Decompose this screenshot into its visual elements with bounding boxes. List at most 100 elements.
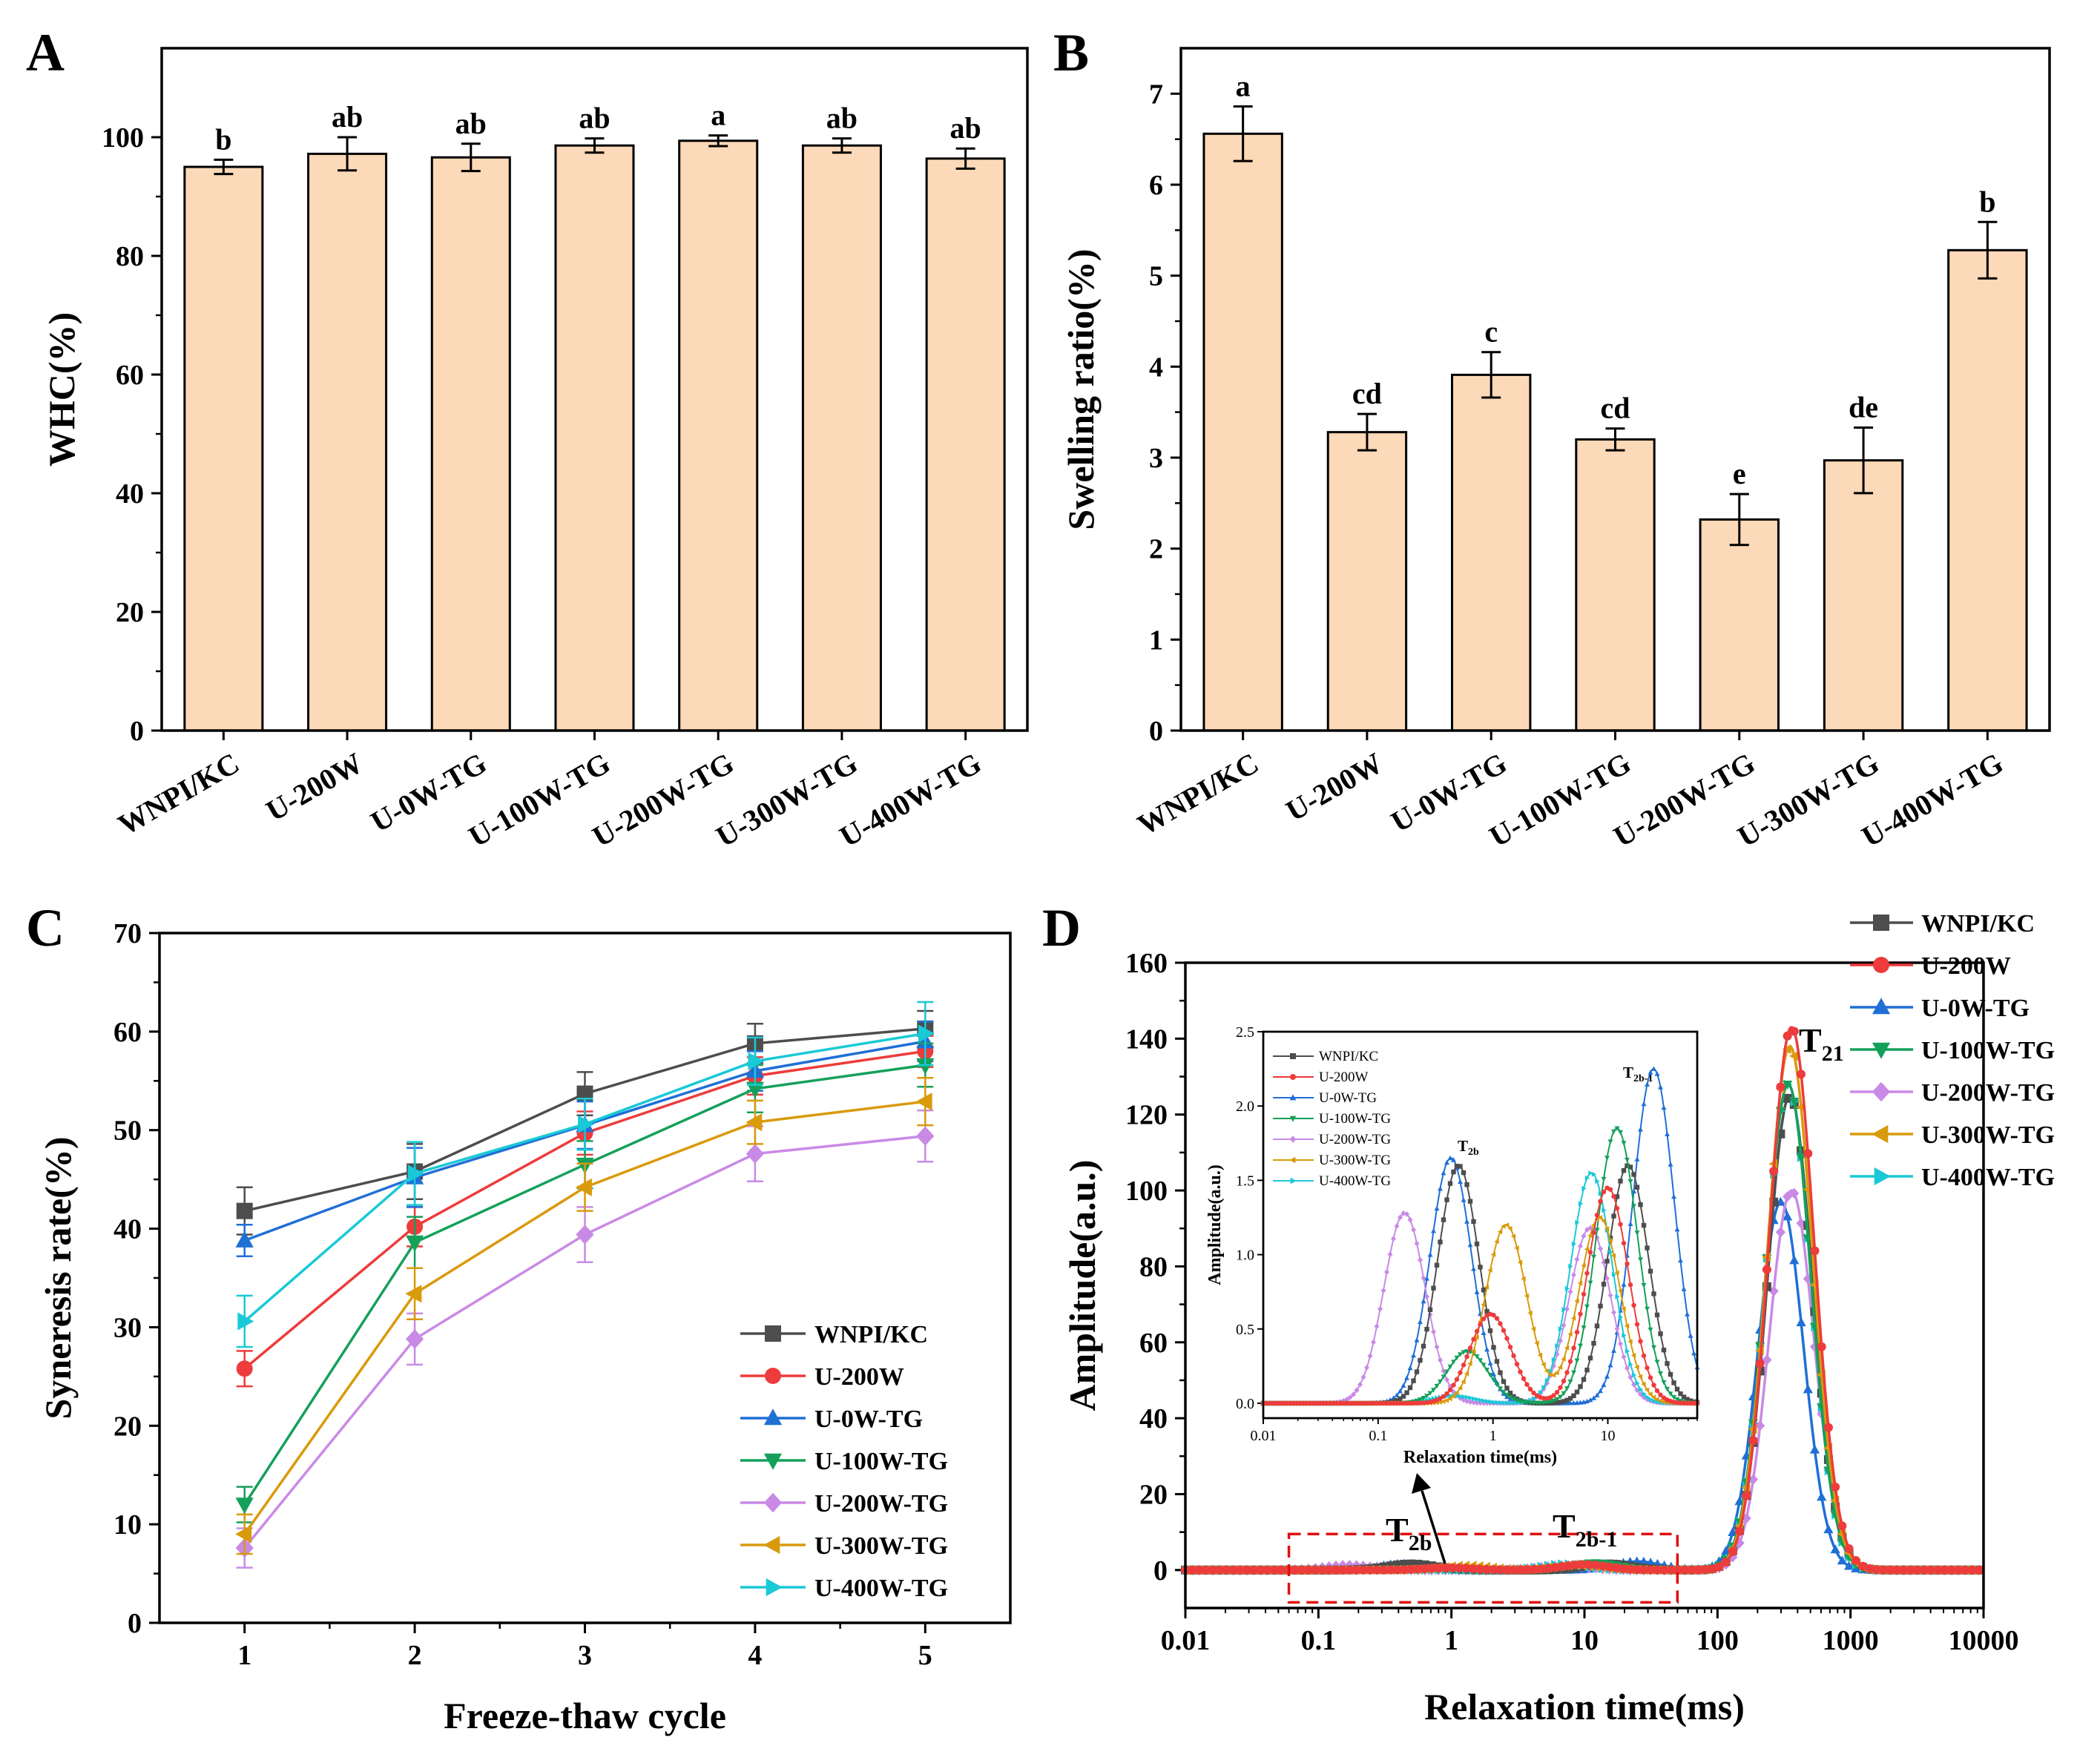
inset-data-point	[1627, 1179, 1633, 1184]
data-point	[1809, 1444, 1820, 1454]
inset-data-point	[1581, 1291, 1587, 1297]
inset-data-point	[1481, 1398, 1487, 1404]
inset-data-point	[1491, 1400, 1497, 1405]
inset-data-point	[1467, 1399, 1473, 1406]
category-label-1: U-200W	[260, 746, 369, 828]
inset-data-point	[1575, 1219, 1580, 1225]
inset-data-point	[1648, 1375, 1653, 1380]
y-tick-label-7: 70	[113, 918, 142, 949]
inset-data-point	[1598, 1190, 1604, 1196]
inset-data-point	[1544, 1368, 1550, 1374]
data-point	[1837, 1555, 1847, 1565]
inset-data-point	[1484, 1346, 1490, 1352]
inset-y-tick-label-2: 1.0	[1236, 1248, 1254, 1264]
legend-marker-6	[766, 1578, 783, 1597]
data-point-0	[235, 1230, 254, 1248]
inset-data-point	[1681, 1394, 1687, 1400]
inset-data-point	[1674, 1386, 1680, 1392]
inset-data-point	[1427, 1252, 1433, 1257]
data-point	[1782, 1044, 1791, 1055]
data-point	[1523, 1565, 1533, 1575]
inset-data-point	[1424, 1276, 1429, 1281]
inset-legend-marker-5	[1289, 1156, 1296, 1164]
inset-data-point	[1451, 1157, 1456, 1162]
data-point	[1783, 1031, 1792, 1041]
inset-data-point	[1501, 1390, 1507, 1395]
inset-data-point	[1587, 1250, 1593, 1255]
inset-data-point	[1464, 1354, 1469, 1360]
legend-label-5: U-300W-TG	[1921, 1121, 2055, 1149]
y-tick-label-7: 140	[1125, 1024, 1168, 1055]
annotation-t2b-1: T2b-1	[1553, 1507, 1617, 1552]
inset-data-point	[1561, 1307, 1567, 1313]
legend-marker-1	[1873, 957, 1889, 973]
data-point	[1188, 1565, 1197, 1575]
inset-data-point	[1287, 1400, 1293, 1406]
inset-data-point	[1491, 1312, 1496, 1318]
y-tick-label-1: 1	[1149, 625, 1163, 656]
category-label-0: WNPI/KC	[1132, 746, 1264, 842]
inset-data-point	[1618, 1130, 1623, 1136]
inset-legend-marker-6	[1290, 1177, 1297, 1184]
inset-data-point	[1451, 1169, 1456, 1175]
data-point	[1235, 1565, 1245, 1575]
data-point	[1823, 1524, 1834, 1534]
inset-data-point	[1461, 1363, 1467, 1368]
inset-data-point	[1625, 1157, 1630, 1163]
legend-label-4: U-200W-TG	[814, 1490, 948, 1518]
inset-data-point	[1685, 1397, 1690, 1402]
data-point	[1222, 1565, 1231, 1575]
inset-data-point	[1521, 1276, 1526, 1282]
inset-data-point	[1434, 1344, 1440, 1350]
inset-data-point	[1507, 1344, 1513, 1350]
inset-data-point	[1544, 1400, 1550, 1406]
inset-data-point	[1444, 1391, 1449, 1397]
inset-data-point	[1354, 1400, 1360, 1406]
inset-data-point	[1474, 1328, 1480, 1334]
inset-data-point	[1398, 1214, 1403, 1221]
category-label-3: U-100W-TG	[463, 746, 616, 854]
inset-data-point	[1654, 1388, 1660, 1394]
inset-data-point	[1617, 1288, 1623, 1294]
inset-frame-bg	[1262, 1030, 1699, 1420]
inset-data-point	[1357, 1381, 1363, 1388]
inset-legend-marker-1	[1290, 1074, 1296, 1080]
inset-data-point	[1568, 1263, 1573, 1269]
significance-letter-6: b	[1979, 185, 1995, 218]
inset-data-point	[1447, 1364, 1453, 1370]
data-point	[1721, 1557, 1731, 1566]
data-point	[1392, 1565, 1402, 1575]
inset-data-point	[1441, 1394, 1446, 1399]
data-point	[1345, 1565, 1355, 1575]
inset-data-point	[1581, 1185, 1587, 1191]
inset-data-point	[1504, 1400, 1510, 1406]
data-point	[1317, 1565, 1327, 1575]
inset-data-point	[1394, 1397, 1400, 1403]
inset-data-point	[1638, 1127, 1643, 1132]
inset-data-point	[1307, 1400, 1313, 1406]
panel-letter: D	[1042, 898, 1081, 958]
bar-4	[678, 139, 759, 732]
data-point	[1796, 1317, 1806, 1327]
data-point	[1783, 1093, 1792, 1103]
inset-data-point	[1494, 1359, 1500, 1364]
inset-data-point	[1648, 1391, 1653, 1397]
inset-data-point	[1404, 1375, 1409, 1380]
inset-data-point	[1685, 1400, 1690, 1406]
inset-data-point	[1571, 1370, 1576, 1375]
inset-data-point	[1471, 1337, 1476, 1342]
inset-data-point	[1584, 1304, 1590, 1310]
inset-data-point	[1618, 1314, 1624, 1320]
data-point	[1817, 1492, 1827, 1501]
inset-data-point	[1264, 1400, 1269, 1406]
inset-data-point	[1614, 1205, 1620, 1211]
data-point-4	[916, 1058, 935, 1075]
inset-data-point	[1534, 1340, 1539, 1346]
data-point	[1194, 1565, 1204, 1575]
inset-data-point	[1461, 1379, 1466, 1385]
inset-data-point	[1491, 1345, 1496, 1350]
inset-data-point	[1645, 1245, 1650, 1251]
data-point	[1926, 1565, 1936, 1575]
data-point	[1242, 1565, 1252, 1575]
